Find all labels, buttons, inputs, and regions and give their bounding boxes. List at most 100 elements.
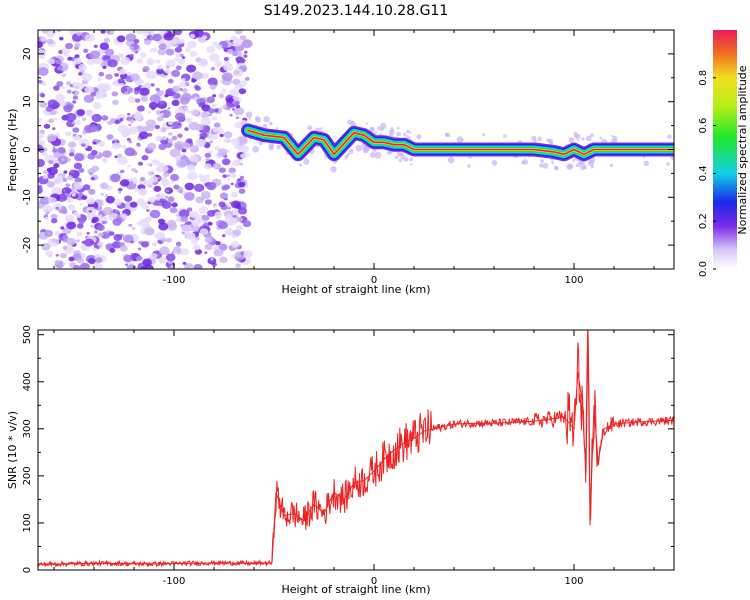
noise-blob bbox=[155, 135, 163, 142]
signal-halo bbox=[263, 116, 270, 123]
noise-blob bbox=[137, 105, 145, 112]
noise-blob bbox=[38, 185, 43, 191]
noise-blob bbox=[120, 169, 125, 174]
noise-blob bbox=[100, 192, 104, 196]
noise-blob bbox=[130, 253, 134, 256]
noise-blob bbox=[158, 43, 167, 50]
signal-halo bbox=[460, 138, 464, 142]
signal-halo bbox=[568, 164, 574, 169]
noise-blob bbox=[158, 143, 167, 150]
noise-blob bbox=[63, 170, 68, 174]
noise-blob bbox=[146, 209, 150, 212]
noise-blob bbox=[76, 223, 84, 229]
signal-halo bbox=[355, 144, 363, 152]
signal-halo bbox=[379, 127, 384, 132]
noise-blob bbox=[86, 231, 90, 235]
noise-blob bbox=[126, 137, 131, 142]
noise-blob bbox=[46, 167, 52, 172]
spectrogram-xlabel: Height of straight line (km) bbox=[281, 283, 430, 296]
noise-blob bbox=[167, 107, 171, 110]
noise-blob bbox=[112, 81, 118, 86]
signal-halo bbox=[554, 166, 559, 171]
noise-blob bbox=[94, 263, 103, 269]
noise-blob bbox=[59, 36, 64, 41]
colorbar-tick-label: 0.8 bbox=[698, 70, 709, 86]
noise-blob bbox=[39, 196, 51, 205]
noise-blob bbox=[117, 124, 129, 133]
noise-blob bbox=[165, 48, 175, 56]
noise-blob bbox=[243, 54, 248, 58]
noise-blob bbox=[235, 263, 241, 268]
signal-halo bbox=[666, 162, 670, 167]
noise-blob bbox=[115, 209, 120, 213]
noise-blob bbox=[66, 81, 71, 85]
signal-halo bbox=[551, 161, 555, 164]
noise-blob bbox=[156, 90, 164, 96]
noise-blob bbox=[211, 103, 217, 108]
noise-blob bbox=[133, 90, 140, 95]
noise-blob bbox=[69, 148, 75, 153]
signal-halo bbox=[410, 163, 413, 166]
noise-blob bbox=[157, 116, 164, 122]
noise-blob bbox=[67, 175, 74, 181]
colorbar-label: Normalized spectral amplitude bbox=[736, 65, 749, 234]
noise-blob bbox=[188, 121, 200, 131]
noise-blob bbox=[68, 204, 76, 211]
noise-blob bbox=[227, 178, 231, 181]
noise-blob bbox=[147, 111, 151, 114]
noise-blob bbox=[45, 30, 56, 38]
noise-blob bbox=[172, 85, 181, 93]
noise-blob bbox=[174, 46, 183, 53]
noise-blob bbox=[109, 248, 116, 253]
noise-blob bbox=[73, 211, 79, 217]
noise-blob bbox=[101, 158, 108, 163]
noise-blob bbox=[154, 124, 160, 130]
signal-halo bbox=[298, 163, 303, 167]
snr-ticks: -100 0 100 0 100 200 300 400 500 bbox=[22, 325, 674, 587]
noise-blob bbox=[204, 152, 212, 158]
noise-blob bbox=[171, 202, 178, 208]
noise-blob bbox=[191, 218, 202, 227]
noise-blob bbox=[215, 245, 219, 248]
noise-blob bbox=[149, 94, 161, 103]
noise-blob bbox=[75, 120, 81, 125]
noise-blob bbox=[185, 138, 193, 144]
noise-blob bbox=[198, 206, 209, 214]
noise-blob bbox=[144, 227, 155, 236]
noise-blob bbox=[69, 169, 75, 174]
noise-blob bbox=[105, 73, 113, 80]
noise-blob bbox=[207, 108, 216, 114]
noise-blob bbox=[244, 76, 250, 81]
noise-blob bbox=[98, 214, 103, 218]
noise-blob bbox=[117, 78, 125, 85]
noise-blob bbox=[235, 116, 240, 120]
noise-blob bbox=[97, 241, 104, 247]
noise-blob bbox=[218, 167, 226, 173]
noise-blob bbox=[214, 146, 220, 151]
noise-blob bbox=[229, 39, 234, 43]
noise-blob bbox=[171, 135, 178, 141]
noise-blob bbox=[226, 216, 238, 226]
noise-blob bbox=[135, 30, 145, 34]
noise-blob bbox=[43, 123, 51, 129]
noise-blob bbox=[98, 246, 103, 250]
noise-blob bbox=[222, 174, 228, 179]
colorbar-tick-label: 0.4 bbox=[698, 165, 709, 181]
signal-halo bbox=[643, 160, 649, 166]
noise-blob bbox=[192, 244, 201, 251]
noise-blob bbox=[127, 112, 131, 116]
noise-blob bbox=[230, 191, 239, 198]
noise-blob bbox=[76, 239, 81, 243]
noise-blob bbox=[207, 221, 213, 226]
noise-blob bbox=[117, 187, 123, 192]
noise-blob bbox=[55, 253, 59, 257]
signal-halo bbox=[667, 134, 672, 139]
noise-blob bbox=[130, 73, 140, 81]
signal-halo bbox=[346, 152, 350, 156]
noise-blob bbox=[40, 93, 46, 98]
noise-blob bbox=[221, 88, 227, 93]
noise-blob bbox=[72, 100, 77, 104]
colorbar-gradient bbox=[713, 30, 737, 269]
